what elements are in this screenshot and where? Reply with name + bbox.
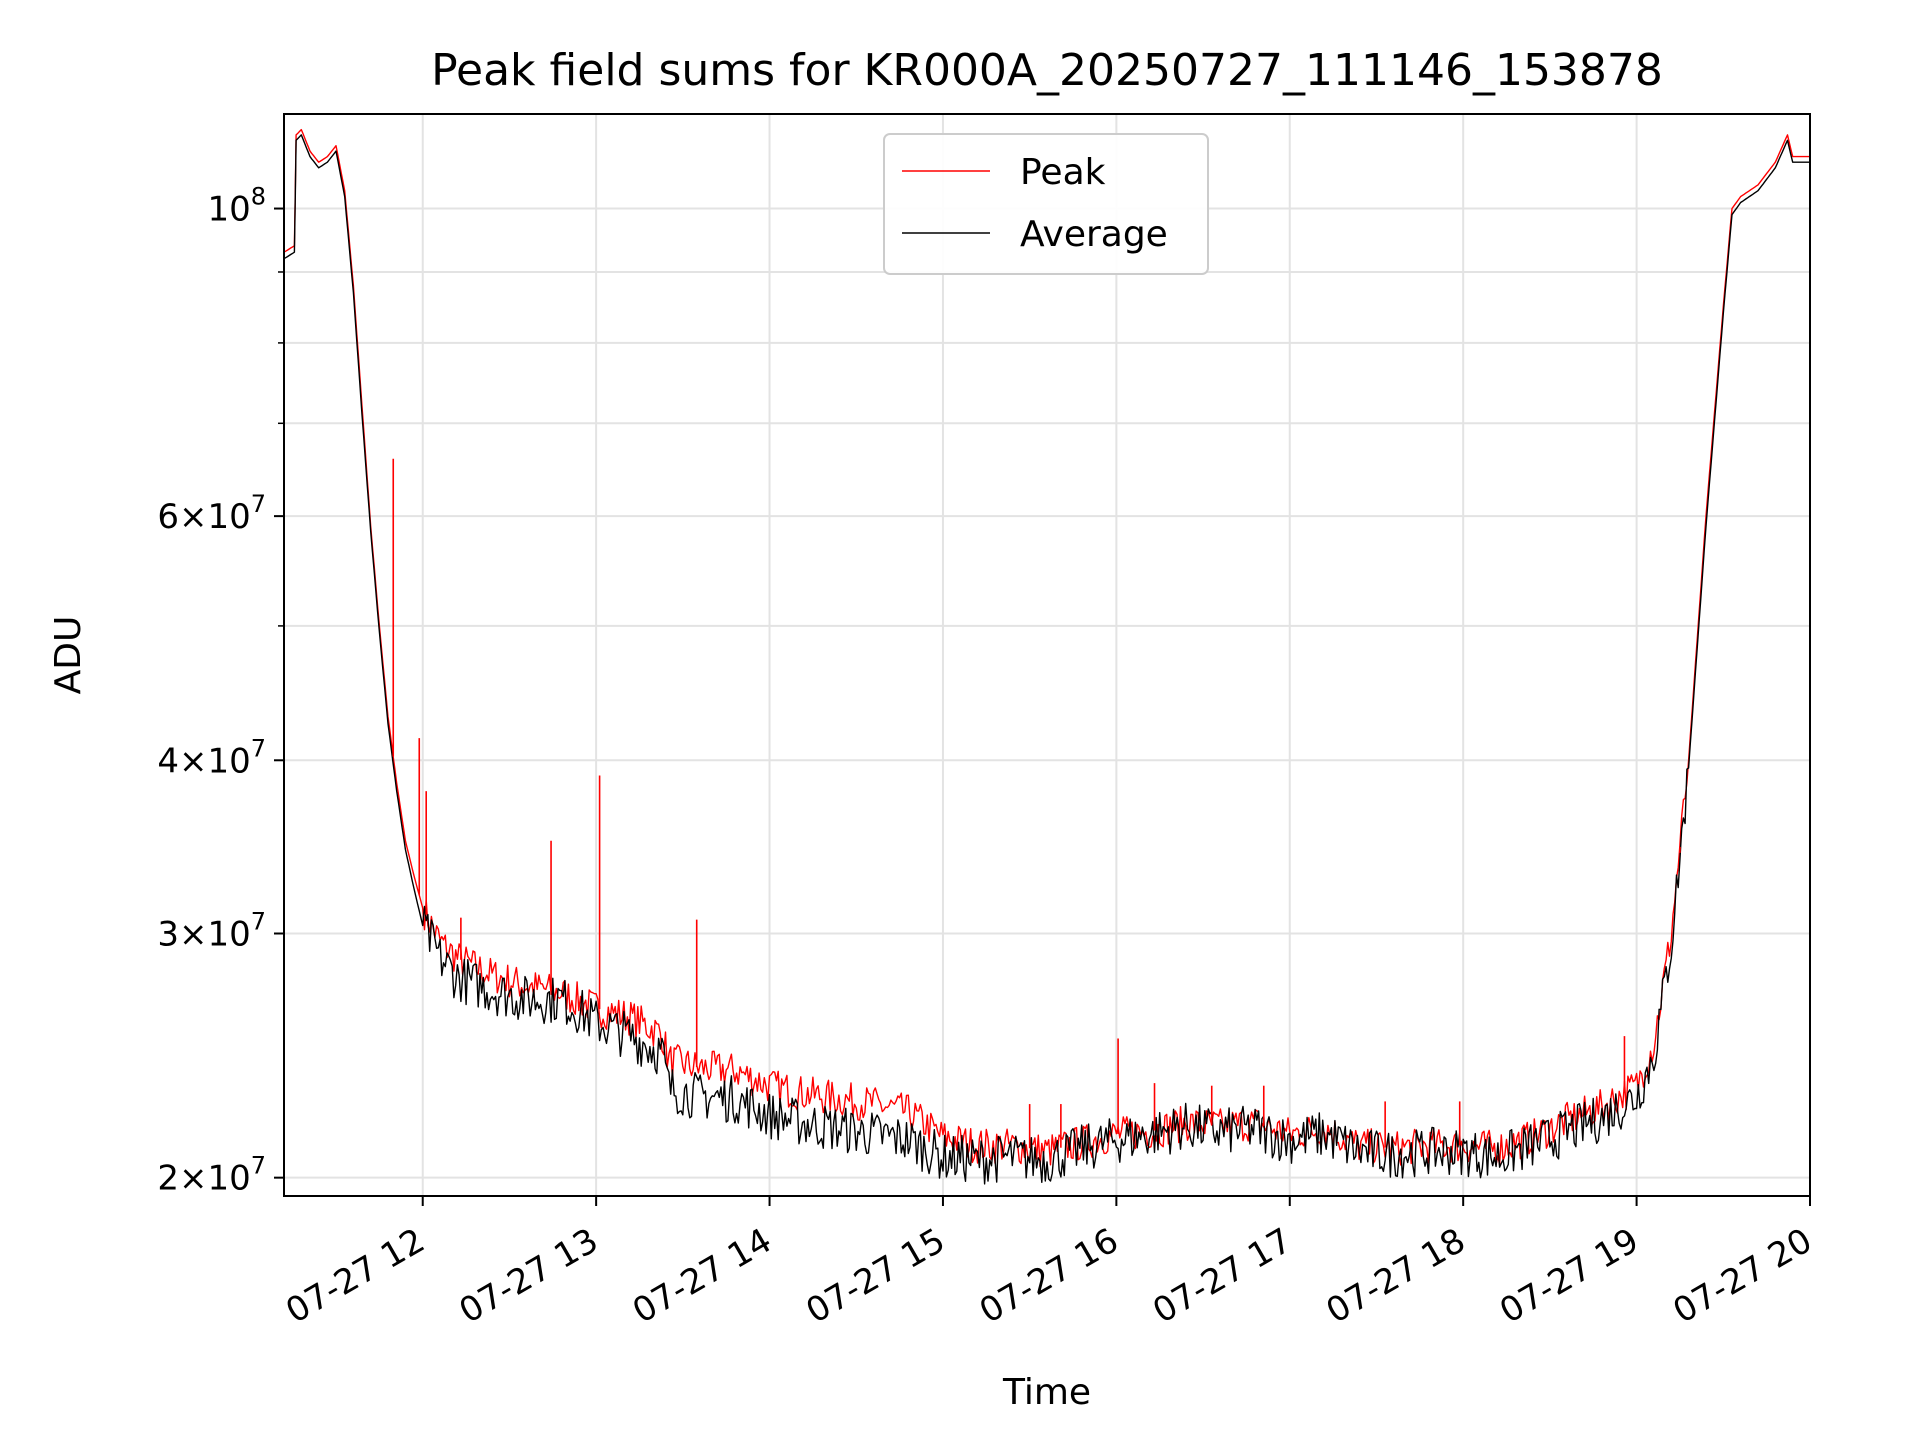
y-tick-label: 2×107 [157,1152,266,1199]
y-tick-label: 3×107 [157,908,266,955]
x-axis-label: Time [1002,1372,1091,1413]
axes-frame [283,113,1811,1197]
legend: Peak Average [883,133,1209,275]
legend-frame [883,133,1209,275]
y-tick-label: 108 [207,183,266,230]
y-tick-label: 4×107 [157,734,266,781]
chart-title: Peak field sums for KR000A_20250727_1111… [431,45,1663,96]
legend-label-average: Average [1020,214,1168,255]
series-line-peak [283,128,1810,1168]
series-line-average [283,134,1810,1185]
y-tick-label: 6×107 [157,490,266,537]
legend-label-peak: Peak [1020,152,1106,193]
series-layer [283,128,1810,1185]
y-axis-label: ADU [48,616,89,695]
